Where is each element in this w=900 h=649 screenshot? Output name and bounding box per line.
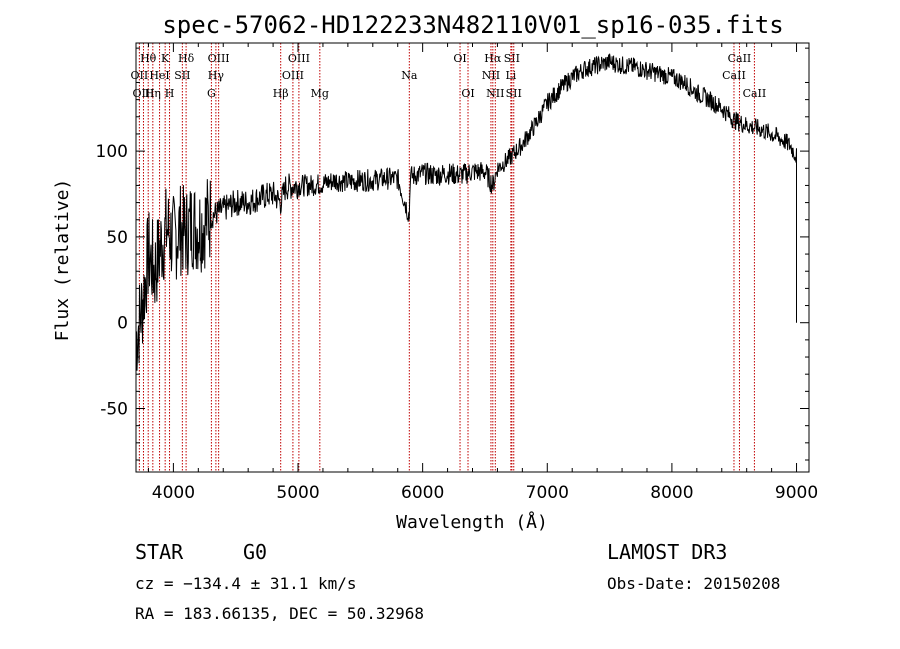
y-tick-label: -50 xyxy=(100,400,128,420)
spectral-line-label: H xyxy=(165,87,175,100)
x-tick-label: 5000 xyxy=(276,483,319,503)
spectral-line-label: G xyxy=(207,87,216,100)
x-tick-label: 9000 xyxy=(775,483,818,503)
survey-label: LAMOST DR3 xyxy=(607,540,728,564)
spectral-line-label: OIII xyxy=(208,52,230,65)
spectral-line-label: NII xyxy=(482,69,500,82)
coordinates-label: RA = 183.66135, DEC = 50.32968 xyxy=(135,604,424,623)
y-tick-label: 100 xyxy=(96,142,128,162)
class-label: STAR xyxy=(135,540,184,564)
spectral-line-label: CaII xyxy=(722,69,746,82)
spectral-line-label: OIII xyxy=(132,87,154,100)
spectral-line-label: Hδ xyxy=(178,52,195,65)
spectral-line-label: Na xyxy=(401,69,418,82)
spectral-line-label: Li xyxy=(505,69,516,82)
spectral-line-label: NII xyxy=(486,87,504,100)
spectral-line-label: Hα xyxy=(484,52,502,65)
redshift-label: cz = −134.4 ± 31.1 km/s xyxy=(135,574,357,593)
spectral-line-label: OIII xyxy=(288,52,310,65)
spectral-line-label: OI xyxy=(461,87,474,100)
spectral-line-label: OII xyxy=(131,69,149,82)
spectral-line-label: Hβ xyxy=(273,87,289,100)
spectral-line-label: SII xyxy=(174,69,190,82)
x-tick-label: 7000 xyxy=(526,483,569,503)
spectral-line-label: SII xyxy=(504,52,520,65)
y-axis-label: Flux (relative) xyxy=(52,179,73,342)
spectral-line-label: Mg xyxy=(311,87,329,100)
plot-frame xyxy=(135,42,810,473)
y-tick-label: 0 xyxy=(117,314,128,334)
subclass-label: G0 xyxy=(243,540,268,564)
spectral-line-label: OI xyxy=(453,52,466,65)
obs-date-label: Obs-Date: 20150208 xyxy=(607,574,781,593)
spectral-line-label: Hγ xyxy=(208,69,225,82)
spectral-line-label: CaII xyxy=(728,52,752,65)
spectral-line-label: K xyxy=(161,52,170,65)
spectral-line-label: Hη xyxy=(145,87,161,100)
spectral-line-label: Hθ xyxy=(140,52,157,65)
x-axis-label: Wavelength (Å) xyxy=(396,511,548,533)
spectral-line-label: HeI xyxy=(149,69,169,82)
spectrum-line xyxy=(135,53,797,371)
spectral-line-label: SII xyxy=(506,87,522,100)
chart-title: spec-57062-HD122233N482110V01_sp16-035.f… xyxy=(162,11,783,39)
spectral-line-label: CaII xyxy=(743,87,767,100)
y-tick-label: 50 xyxy=(106,228,128,248)
x-tick-label: 4000 xyxy=(152,483,195,503)
x-tick-label: 8000 xyxy=(650,483,693,503)
spectral-line-label: OIII xyxy=(282,69,304,82)
x-tick-label: 6000 xyxy=(401,483,444,503)
